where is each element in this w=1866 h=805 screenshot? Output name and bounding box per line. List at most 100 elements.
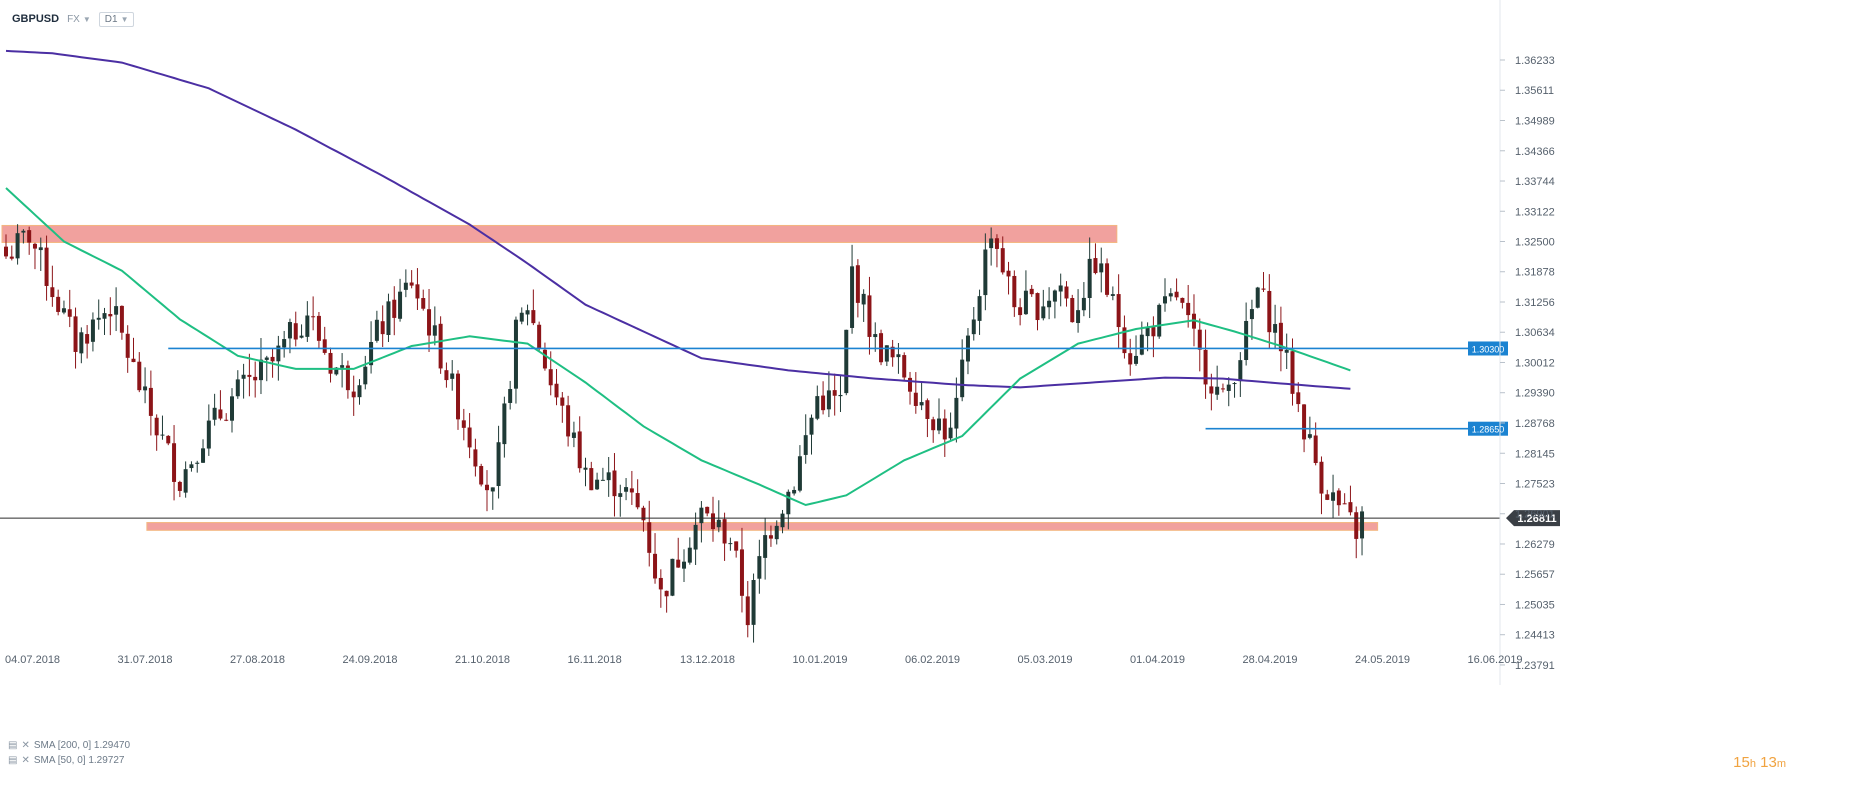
candle-body: [560, 397, 565, 406]
candle-body: [1093, 258, 1098, 274]
candle-body: [896, 354, 901, 358]
candle-body: [247, 374, 252, 377]
candle-body: [780, 513, 785, 528]
legend-sma50: ▤ ✕ SMA [50, 0] 1.29727: [8, 753, 130, 768]
candle-body: [1249, 309, 1254, 320]
candle-body: [954, 397, 959, 429]
sma200-line: [5, 49, 1351, 390]
candle-body: [1018, 307, 1023, 316]
candle-body: [641, 507, 646, 521]
candle-body: [1313, 435, 1318, 464]
candle-body: [154, 417, 159, 436]
axes: 1.36233 1.35611 1.34989 1.34366 1.33744 1.331…: [5, 0, 1555, 685]
candle-body: [739, 549, 744, 596]
candle-body: [334, 367, 339, 375]
y-tick-label: 1.29390: [1515, 388, 1555, 400]
x-tick-label: 01.04.2019: [1130, 654, 1185, 666]
y-tick-label: 1.30634: [1515, 327, 1555, 339]
candle-body: [531, 310, 536, 324]
candle-body: [241, 374, 246, 379]
candle-body: [496, 442, 501, 487]
candle-body: [925, 400, 930, 419]
y-tick-label: 1.27523: [1515, 478, 1555, 490]
support-resistance-zones: [1, 224, 1379, 531]
candle-body: [519, 312, 524, 322]
close-icon[interactable]: ✕: [21, 740, 30, 751]
sma50-line: [5, 187, 1351, 507]
timer-minutes-unit: m: [1776, 758, 1786, 770]
candle-body: [844, 329, 849, 394]
x-tick-label: 27.08.2018: [230, 654, 285, 666]
y-tick-label: 1.34989: [1515, 115, 1555, 127]
timer-hours: 15: [1733, 754, 1750, 771]
candle-body: [913, 392, 918, 406]
candle-body: [1307, 434, 1312, 438]
candle-body: [1134, 355, 1139, 364]
x-tick-label: 04.07.2018: [5, 654, 60, 666]
candle-body: [1267, 290, 1272, 333]
candle-body: [1238, 360, 1243, 382]
candle-body: [867, 295, 872, 337]
candle-body: [1029, 288, 1034, 295]
settings-icon[interactable]: ▤: [8, 740, 18, 751]
timeframe-dropdown[interactable]: D1 ▼: [98, 11, 135, 27]
level-tag: [1468, 341, 1508, 356]
candle-body: [224, 419, 229, 421]
candle-body: [403, 282, 408, 290]
x-tick-label: 24.05.2019: [1355, 654, 1410, 666]
candle-body: [919, 402, 924, 406]
candle-body: [606, 472, 611, 481]
candle-body: [258, 359, 263, 381]
candle-body: [44, 247, 49, 286]
candle-body: [114, 306, 119, 315]
y-tick-label: 1.24413: [1515, 630, 1555, 642]
candle-body: [948, 427, 953, 439]
candle-body: [1261, 288, 1266, 290]
close-icon[interactable]: ✕: [21, 755, 30, 766]
candle-body: [461, 420, 466, 428]
candle-body: [722, 519, 727, 544]
candle-body: [1244, 320, 1249, 360]
candle-body: [1354, 512, 1359, 539]
candle-body: [1122, 327, 1127, 354]
candle-body: [1023, 290, 1028, 315]
candle-body: [282, 339, 287, 348]
candle-body: [1290, 351, 1295, 394]
market-dropdown[interactable]: FX ▼: [67, 14, 91, 25]
candle-body: [253, 376, 258, 381]
candle-body: [4, 246, 8, 257]
candle-body: [1012, 275, 1017, 308]
candle-body: [757, 556, 762, 579]
settings-icon[interactable]: ▤: [8, 755, 18, 766]
candle-body: [768, 535, 773, 539]
candle-body: [809, 417, 814, 435]
current-price-tag: [1506, 510, 1560, 527]
x-tick-label: 16.11.2018: [568, 654, 622, 666]
candle-body: [467, 427, 472, 448]
candle-body: [855, 265, 860, 303]
x-tick-label: 31.07.2018: [118, 654, 173, 666]
candle-body: [624, 487, 629, 492]
candle-body: [1226, 384, 1231, 391]
candle-body: [1047, 300, 1052, 308]
candle-body: [850, 266, 855, 328]
y-tick-label: 1.33744: [1515, 176, 1555, 188]
candle-body: [1278, 322, 1283, 352]
candle-body: [1000, 248, 1005, 273]
candle-body: [96, 317, 101, 320]
candle-body: [1105, 263, 1110, 295]
candle-body: [1087, 258, 1092, 298]
candle-body: [577, 431, 582, 469]
candle-body: [803, 435, 808, 455]
candle-body: [1076, 310, 1081, 324]
candle-body: [276, 345, 281, 362]
candle-body: [15, 233, 20, 259]
candle-body: [861, 293, 866, 305]
symbol-label[interactable]: GBPUSD: [12, 13, 60, 25]
current-price-label: 1.26811: [1517, 513, 1556, 525]
candle-body: [1273, 324, 1278, 333]
legend-sma200: ▤ ✕ SMA [200, 0] 1.29470: [8, 738, 130, 753]
candle-body: [1209, 386, 1214, 394]
candle-body: [1348, 502, 1353, 513]
